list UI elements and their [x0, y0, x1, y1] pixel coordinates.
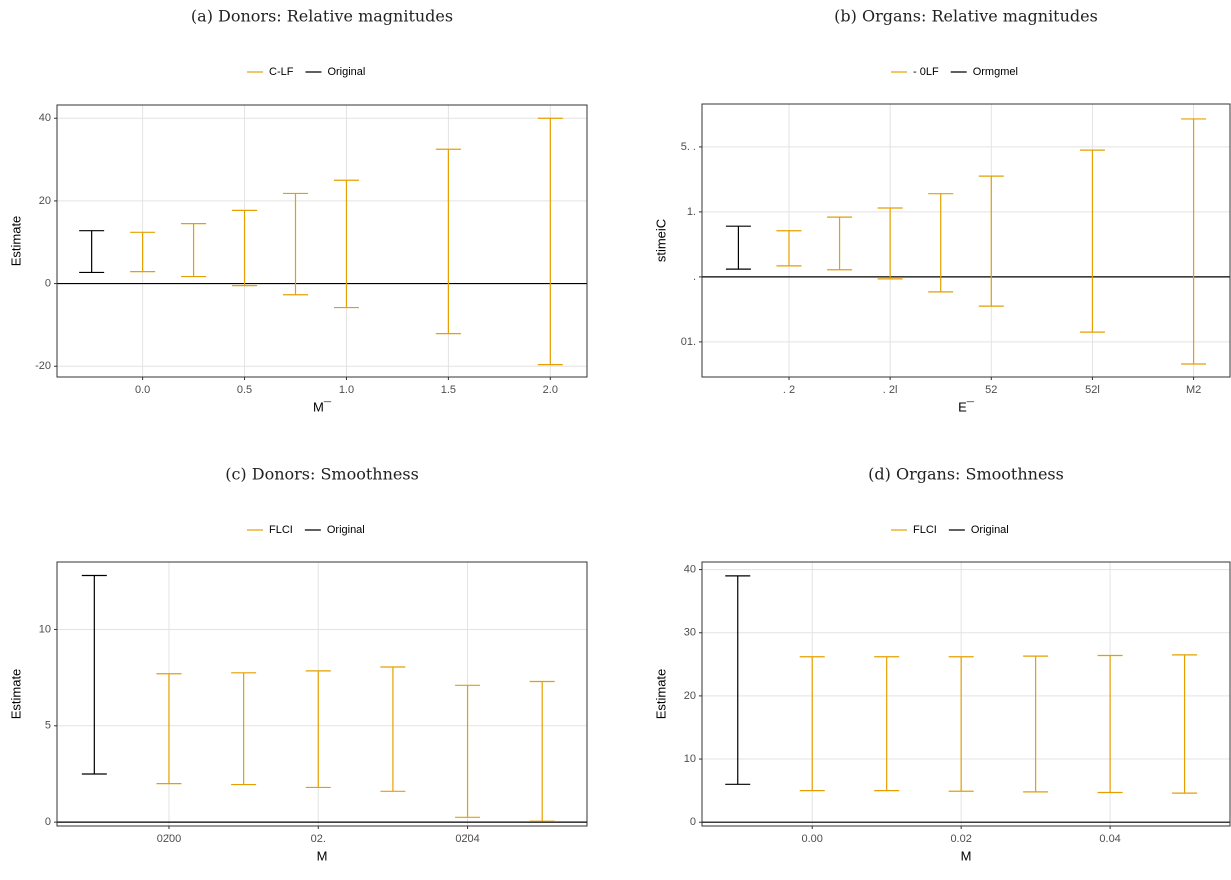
x-axis-title: E¯: [958, 399, 975, 414]
y-tick-label: 20: [39, 195, 51, 207]
y-axis-title: Estimate: [653, 669, 668, 720]
x-tick-label: . 2: [783, 384, 795, 396]
legend-text: FLCI: [269, 524, 293, 536]
x-tick-label: 1.5: [441, 384, 456, 396]
legend-text: FLCI: [913, 524, 937, 536]
y-tick-label: 0: [45, 277, 51, 289]
y-tick-label: -20: [35, 360, 51, 372]
chart-title: (d) Organs: Smoothness: [868, 465, 1064, 484]
plot-background: [702, 562, 1230, 826]
plot-background: [57, 105, 587, 377]
x-tick-label: 0.04: [1099, 833, 1120, 845]
y-tick-label: 5. .: [681, 141, 696, 153]
y-tick-label: 0: [45, 816, 51, 828]
x-tick-label: . 2l: [883, 384, 898, 396]
x-tick-label: 02̈04: [455, 833, 479, 845]
plot-border: [701, 561, 1231, 827]
x-axis-title: M: [317, 848, 328, 863]
y-tick-label: .: [693, 271, 696, 283]
x-tick-label: 52: [985, 384, 997, 396]
y-axis-title: Estimate: [8, 216, 23, 267]
legend-text: Original: [971, 524, 1009, 536]
chart-title: (b) Organs: Relative magnitudes: [834, 7, 1098, 26]
x-axis-title: M¯: [313, 399, 332, 414]
plot-background: [57, 562, 587, 826]
x-tick-label: 0.02: [950, 833, 971, 845]
y-tick-label: 0: [690, 816, 696, 828]
x-tick-label: 1.0: [339, 384, 354, 396]
legend-text: Ormgmel: [973, 66, 1018, 78]
legend-text: Original: [327, 524, 365, 536]
legend-text: Original: [327, 66, 365, 78]
y-tick-label: 10: [39, 623, 51, 635]
legend-text: - 0LF: [913, 66, 939, 78]
x-tick-label: M2: [1186, 384, 1201, 396]
y-tick-label: 40: [39, 112, 51, 124]
y-tick-label: 30: [684, 627, 696, 639]
chart-title: (c) Donors: Smoothness: [225, 465, 419, 484]
y-tick-label: 5: [45, 720, 51, 732]
x-tick-label: 0.00: [802, 833, 823, 845]
plot-border: [701, 103, 1231, 378]
plot-border: [56, 561, 588, 827]
chart-title: (a) Donors: Relative magnitudes: [191, 7, 453, 26]
x-tick-label: 02̈00: [157, 833, 181, 845]
x-tick-label: 52l: [1085, 384, 1100, 396]
y-tick-label: 10: [684, 753, 696, 765]
y-tick-label: 40: [684, 563, 696, 575]
y-axis-title: stimeiC: [653, 219, 668, 262]
x-tick-label: 2.0: [543, 384, 558, 396]
x-tick-label: 02.: [311, 833, 326, 845]
x-axis-title: M: [961, 848, 972, 863]
plot-background: [702, 104, 1230, 377]
legend-text: C-LF: [269, 66, 294, 78]
y-tick-label: 1.: [687, 206, 696, 218]
x-tick-label: 0.0: [135, 384, 150, 396]
y-tick-label: 01.: [681, 336, 696, 348]
y-tick-label: 20: [684, 690, 696, 702]
plot-border: [56, 104, 588, 378]
y-axis-title: Estimate: [8, 669, 23, 720]
x-tick-label: 0.5: [237, 384, 252, 396]
